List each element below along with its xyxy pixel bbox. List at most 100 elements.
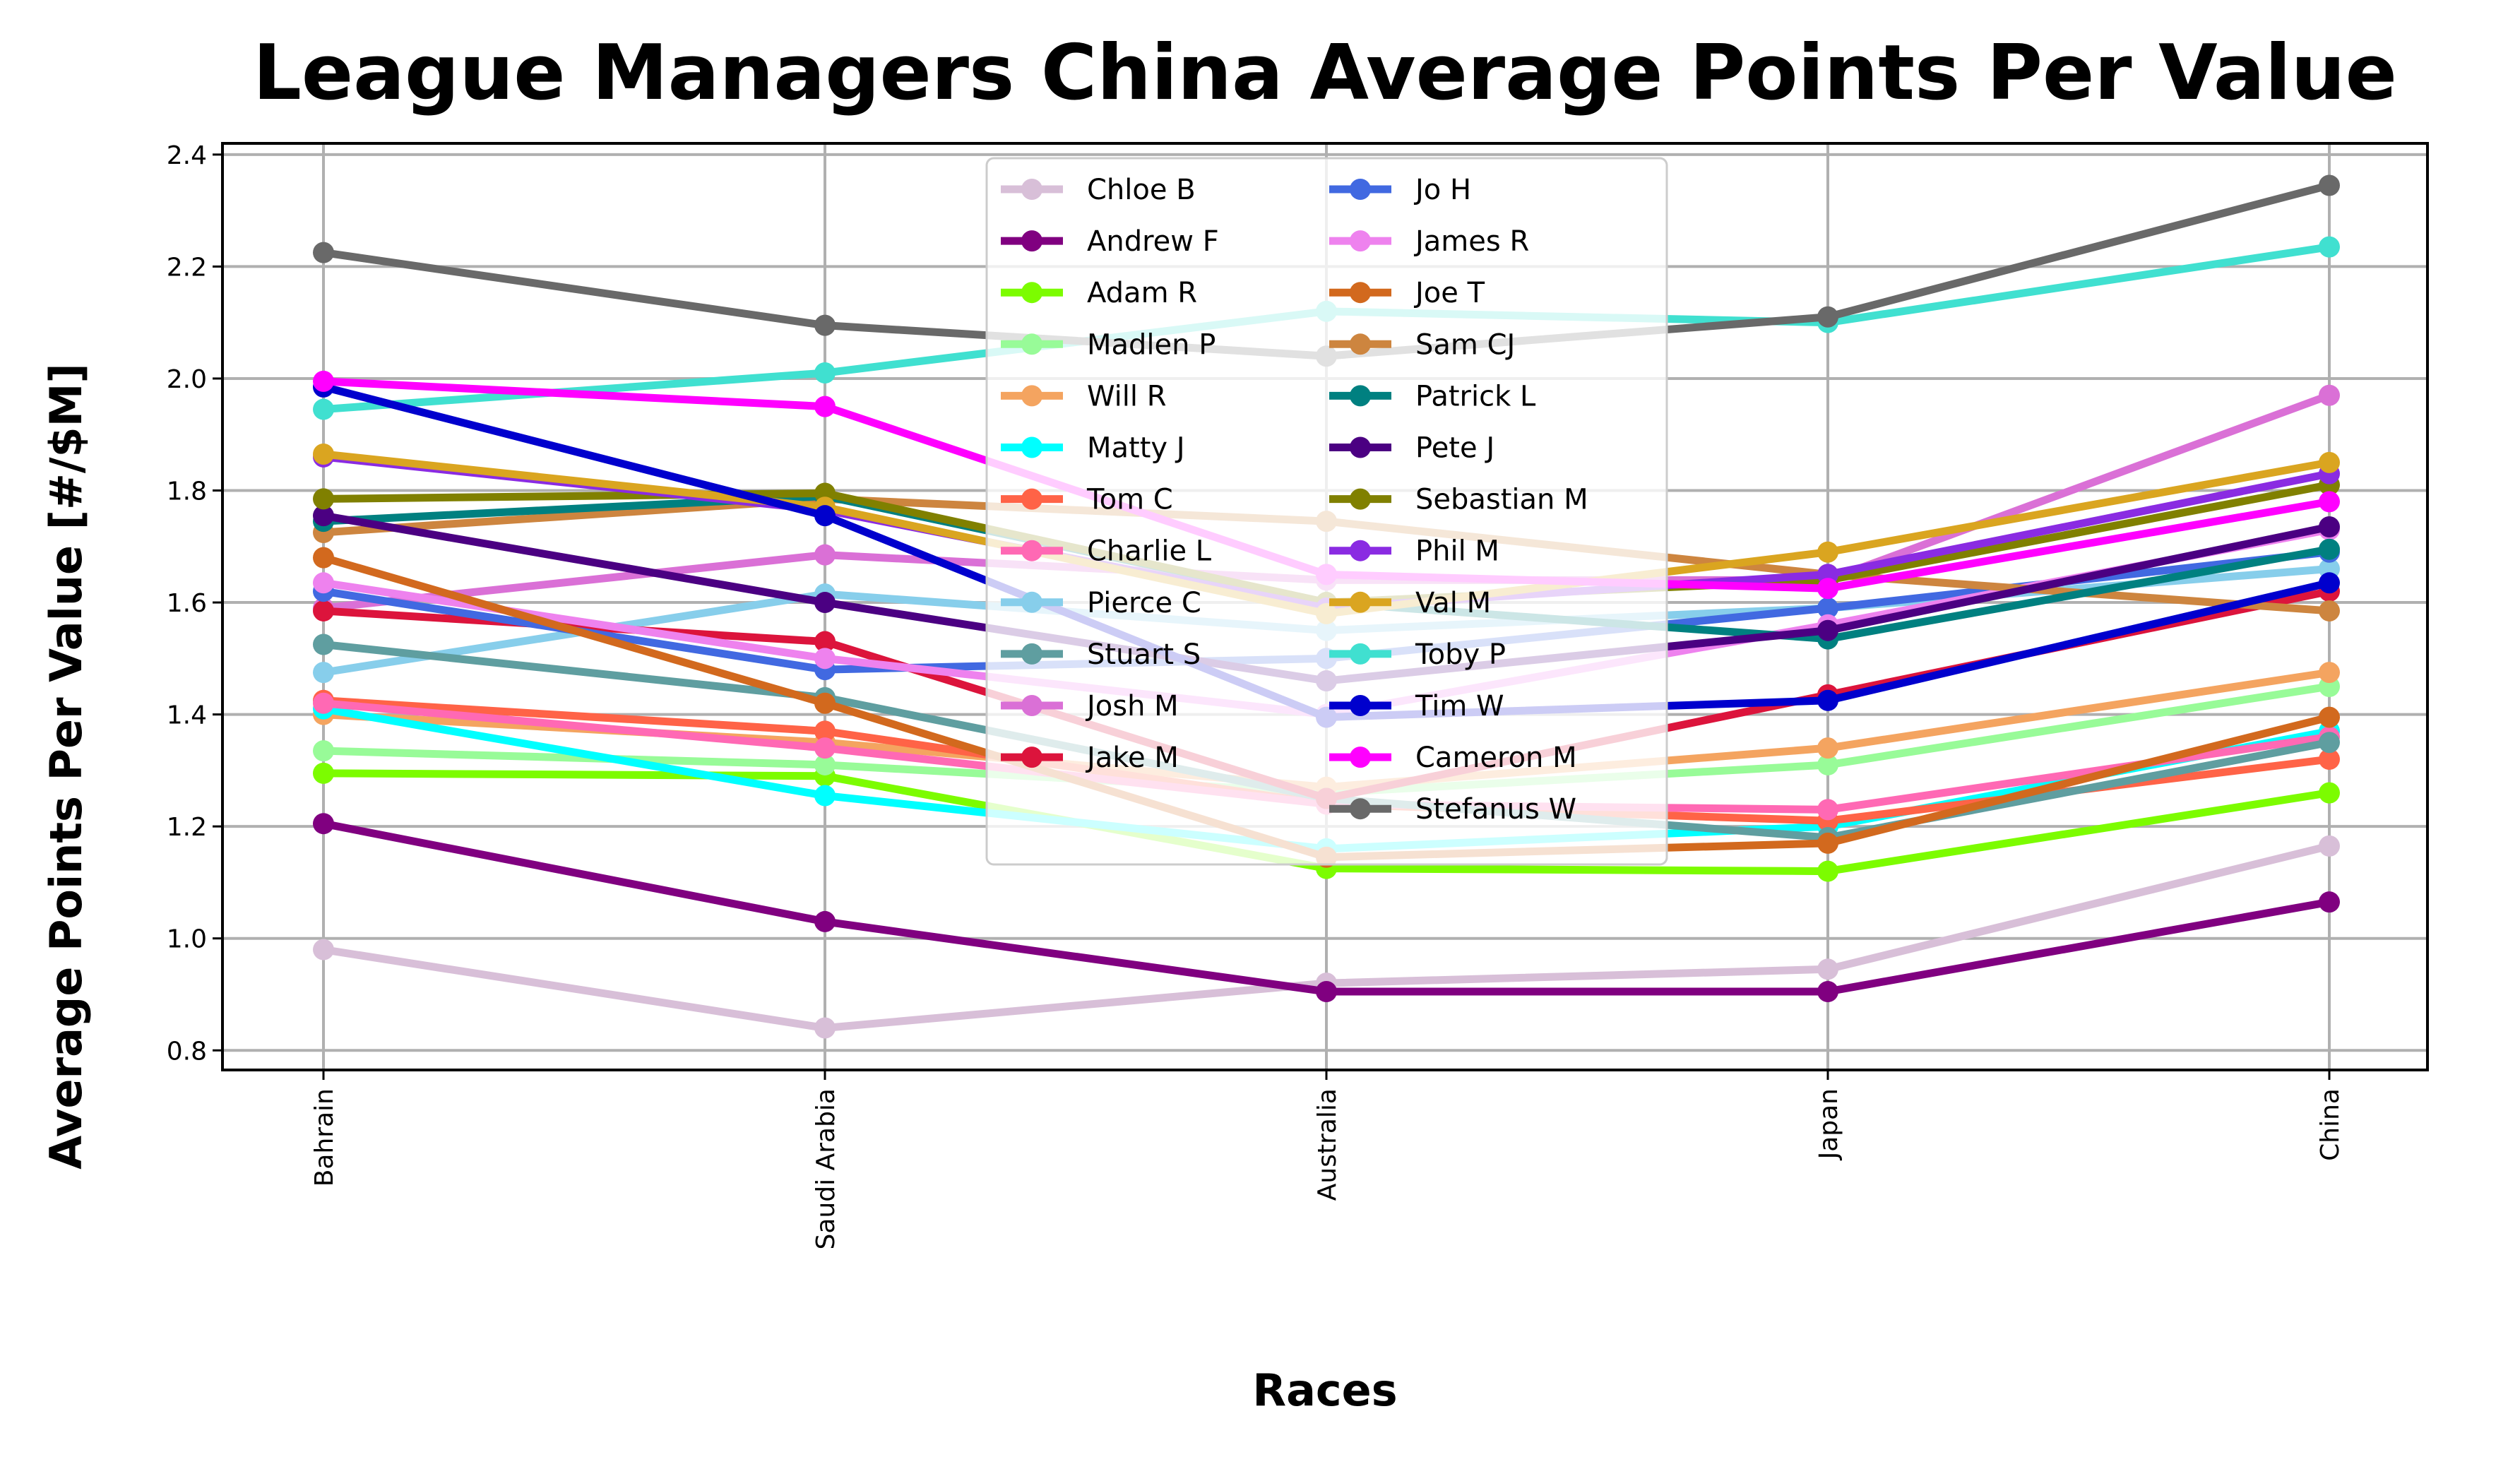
legend-swatch-marker-0 [1021,179,1042,200]
legend-item-1: Andrew F [1001,225,1219,258]
legend-swatch-marker-3 [1021,333,1042,355]
data-point-9-4 [2319,732,2340,754]
legend-item-6: Tom C [1001,484,1173,516]
data-point-24-0 [313,242,334,263]
legend-label-19: Phil M [1415,535,1499,568]
legend-label-23: Cameron M [1415,742,1577,774]
data-point-21-0 [313,398,334,420]
legend-item-21: Toby P [1329,638,1506,671]
data-point-6-1 [814,720,836,742]
y-tick-label-6: 2.0 [167,365,207,394]
data-point-21-4 [2319,236,2340,258]
legend-label-2: Adam R [1087,277,1197,309]
legend-swatch-marker-7 [1021,540,1042,561]
legend-item-17: Pete J [1329,432,1494,465]
data-point-6-4 [2319,749,2340,771]
data-point-2-4 [2319,782,2340,804]
data-point-13-1 [814,648,836,670]
legend-item-24: Stefanus W [1329,793,1576,826]
legend-swatch-marker-20 [1350,591,1371,613]
data-point-17-0 [313,505,334,527]
data-point-2-0 [313,762,334,784]
data-point-4-4 [2319,662,2340,684]
data-point-20-0 [313,443,334,465]
data-point-3-3 [1817,754,1838,775]
x-tick-label-2: Australia [1313,1088,1342,1201]
data-point-24-3 [1817,306,1838,328]
legend-label-7: Charlie L [1087,535,1212,568]
y-axis-label: Average Points Per Value [#/$M] [40,363,92,1169]
series-1 [313,813,2340,1003]
data-point-0-4 [2319,835,2340,857]
data-point-16-4 [2319,538,2340,560]
legend-swatch-marker-17 [1350,436,1371,458]
legend-label-14: Joe T [1413,277,1485,309]
data-point-22-4 [2319,572,2340,594]
data-point-22-3 [1817,689,1838,711]
data-point-23-0 [313,370,334,392]
data-point-14-3 [1817,832,1838,854]
data-point-5-1 [814,785,836,807]
data-point-23-1 [814,396,836,417]
legend-label-10: Josh M [1085,690,1179,722]
data-point-14-0 [313,547,334,569]
data-point-10-1 [814,544,836,566]
data-point-7-3 [1817,799,1838,821]
legend-label-15: Sam CJ [1415,328,1515,361]
legend-label-21: Toby P [1415,638,1506,671]
legend-label-12: Jo H [1413,174,1471,206]
legend-label-17: Pete J [1415,432,1494,465]
data-point-24-1 [814,314,836,336]
legend-item-4: Will R [1001,380,1167,412]
data-point-1-0 [313,813,334,835]
legend-label-20: Val M [1415,587,1491,619]
data-point-23-3 [1817,578,1838,600]
data-point-12-3 [1817,597,1838,619]
x-tick-label-1: Saudi Arabia [812,1088,840,1249]
legend-swatch-marker-19 [1350,540,1371,561]
legend-swatch-marker-21 [1350,643,1371,665]
y-tick-label-1: 1.0 [167,925,207,954]
legend-swatch-marker-13 [1350,230,1371,252]
legend-swatch-marker-14 [1350,282,1371,304]
legend-label-0: Chloe B [1087,174,1196,206]
legend-item-16: Patrick L [1329,380,1536,412]
data-point-1-1 [814,910,836,932]
data-point-20-3 [1817,541,1838,563]
legend-swatch-marker-22 [1350,695,1371,716]
data-point-15-4 [2319,600,2340,622]
y-tick-label-8: 2.4 [167,141,207,170]
legend-item-14: Joe T [1329,277,1485,309]
legend-item-9: Stuart S [1001,638,1201,671]
legend-label-9: Stuart S [1087,638,1201,671]
legend-label-24: Stefanus W [1415,793,1576,826]
legend-label-11: Jake M [1085,742,1179,774]
legend-item-10: Josh M [1001,690,1179,722]
y-tick-label-4: 1.6 [167,589,207,618]
data-point-0-0 [313,939,334,961]
legend-swatch-marker-2 [1021,282,1042,304]
legend-swatch-marker-15 [1350,333,1371,355]
data-point-17-3 [1817,619,1838,641]
data-point-3-1 [814,754,836,775]
y-tick-label-3: 1.4 [167,701,207,730]
data-point-11-0 [313,600,334,622]
data-point-13-0 [313,572,334,594]
legend-item-15: Sam CJ [1329,328,1515,361]
y-tick-label-0: 0.8 [167,1037,207,1066]
legend-item-3: Madlen P [1001,328,1216,361]
data-point-22-1 [814,505,836,527]
y-axis-ticks: 0.8 1.0 1.2 1.4 1.6 1.8 2.0 2.2 2.4 [167,141,222,1066]
legend-swatch-marker-10 [1021,695,1042,716]
legend-swatch-marker-18 [1350,488,1371,510]
legend-item-12: Jo H [1329,174,1471,206]
data-point-20-4 [2319,451,2340,473]
data-point-0-3 [1817,958,1838,980]
x-tick-label-3: Japan [1814,1088,1843,1160]
x-tick-label-4: China [2316,1088,2345,1161]
data-point-3-0 [313,740,334,762]
legend-label-4: Will R [1087,380,1167,412]
legend-item-20: Val M [1329,587,1491,619]
legend-item-8: Pierce C [1001,587,1201,619]
